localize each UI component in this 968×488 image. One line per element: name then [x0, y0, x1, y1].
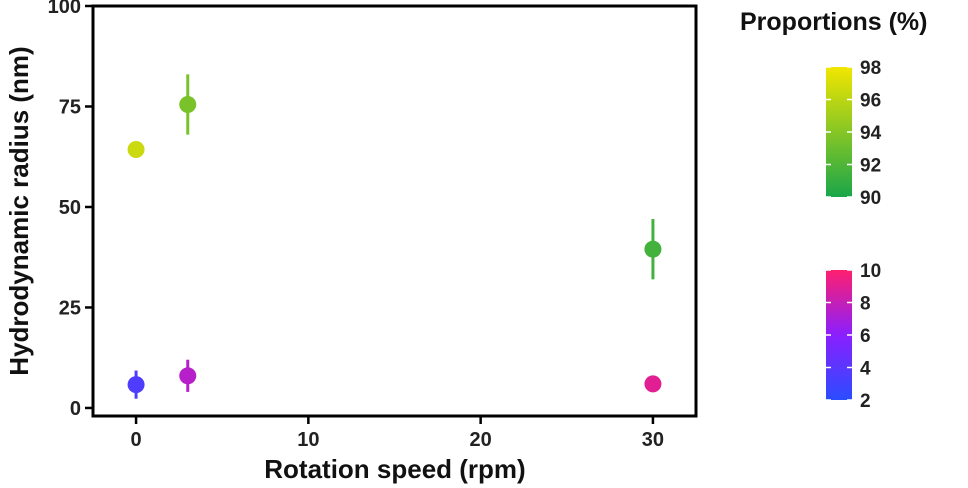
plot-frame — [91, 4, 698, 418]
y-tick-label: 100 — [48, 0, 81, 18]
y-axis: 0 25 50 75 100 — [48, 0, 93, 420]
x-tick-label: 20 — [470, 429, 492, 451]
y-tick-label: 0 — [70, 398, 81, 420]
data-point — [644, 240, 662, 258]
y-tick-label: 25 — [59, 297, 81, 319]
data-point — [127, 141, 145, 158]
legend-title: Proportions (%) — [740, 8, 928, 36]
colorbar-tick-label: 4 — [860, 359, 871, 380]
y-tick-label: 50 — [59, 197, 81, 219]
colorbar-tick-label: 92 — [860, 156, 881, 177]
y-tick-label: 75 — [59, 96, 81, 118]
colorbar-tick-label: 98 — [860, 58, 881, 79]
x-axis: 0 10 20 30 — [131, 416, 664, 451]
colorbar-tick-label: 96 — [860, 91, 881, 112]
y-axis-title: Hydrodynamic radius (nm) — [4, 46, 34, 375]
data-point — [179, 367, 197, 385]
data-point — [179, 95, 197, 113]
colorbar-tick-label: 2 — [860, 391, 871, 412]
colorbar-tick-label: 94 — [860, 123, 882, 144]
colorbar-tick-label: 90 — [860, 188, 881, 209]
colorbar-tick-label: 8 — [860, 294, 871, 315]
data-point — [127, 376, 145, 394]
x-tick-label: 10 — [297, 429, 319, 451]
x-axis-title: Rotation speed (rpm) — [264, 454, 525, 484]
data-point — [644, 375, 662, 393]
legend: 90 92 94 96 98 2 4 6 8 10 — [826, 58, 882, 412]
colorbar-tick-label: 10 — [860, 261, 881, 282]
x-tick-label: 0 — [131, 429, 142, 451]
data-points — [127, 74, 662, 399]
colorbar-tick-label: 6 — [860, 326, 871, 347]
x-tick-label: 30 — [642, 429, 664, 451]
